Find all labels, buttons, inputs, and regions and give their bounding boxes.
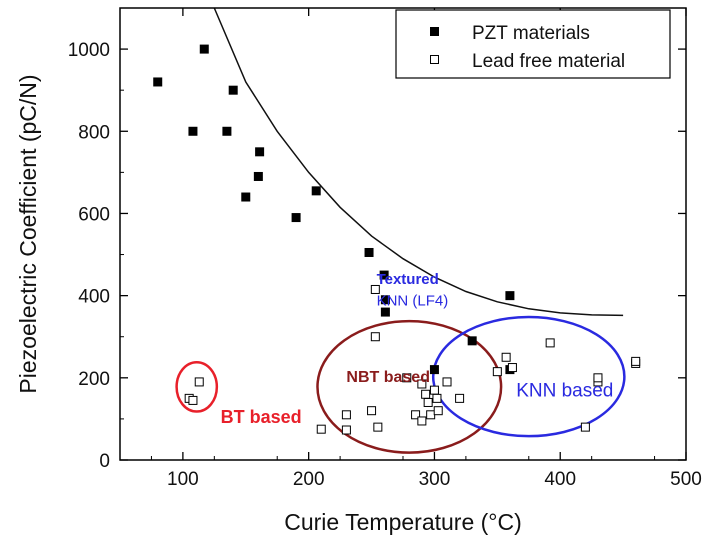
pzt-point [380,295,390,305]
annotation-label: NBT based [346,369,430,386]
lead-free-point [433,406,443,416]
lead-free-point [417,416,427,426]
annotation-label: KNN (LF4) [377,292,449,309]
pzt-point [311,186,321,196]
y-tick-label: 800 [78,122,110,143]
region-ellipse [316,319,503,454]
legend: PZT materials Lead free material [395,9,671,79]
lead-free-point [367,406,377,416]
x-axis-label: Curie Temperature (°C) [284,509,522,535]
pzt-point [188,126,198,136]
pzt-point [379,270,389,280]
lead-free-point [370,284,380,294]
pzt-point [241,192,251,202]
annotation-label: Textured [377,271,439,288]
pzt-point [199,44,209,54]
pzt-point [505,291,515,301]
lead-free-point [631,356,641,366]
pzt-point [255,147,265,157]
y-tick-label: 600 [78,204,110,225]
lead-free-point [373,422,383,432]
pzt-point [467,336,477,346]
x-tick-label: 500 [670,469,702,490]
lead-free-point [421,389,431,399]
lead-free-point [580,422,590,432]
lead-free-point [593,373,603,383]
legend-marker-open-square [430,55,439,64]
lead-free-point [423,397,433,407]
pzt-point [364,247,374,257]
lead-free-point [545,338,555,348]
lead-free-point [501,352,511,362]
lead-free-point [341,425,351,435]
lead-free-point [402,373,412,383]
region-ellipse [175,360,219,413]
pzt-point [228,85,238,95]
legend-box [395,9,671,79]
axis-ticks: 100 200 300 400 500 0 200 400 600 800 1000 [68,8,702,490]
lead-free-point [426,410,436,420]
lead-free-point [455,393,465,403]
pzt-point [291,213,301,223]
region-ellipse [431,315,626,438]
annotation-label: KNN based [516,380,613,401]
pzt-point [253,171,263,181]
legend-label-lead-free: Lead free material [472,51,625,72]
lead-free-point [411,410,421,420]
pzt-point [380,307,390,317]
x-tick-label: 200 [293,469,325,490]
pzt-point [429,365,439,375]
x-tick-label: 100 [167,469,199,490]
legend-label-pzt: PZT materials [472,23,590,44]
trend-curve [213,7,624,317]
lead-free-point [507,363,517,373]
x-tick-label: 400 [544,469,576,490]
plot-area: BT based NBT based KNN based Textured KNN (L… [153,7,641,454]
y-tick-label: 0 [99,451,110,472]
x-tick-label: 300 [419,469,451,490]
y-tick-label: 200 [78,369,110,390]
pzt-point [222,126,232,136]
y-axis-label: Piezoelectric Coefficient (pC/N) [15,74,41,393]
annotation-label: BT based [221,407,302,427]
pzt-point [153,77,163,87]
y-tick-label: 1000 [68,40,110,61]
lead-free-point [417,379,427,389]
lead-free-point [194,377,204,387]
y-tick-label: 400 [78,287,110,308]
lead-free-point [429,385,439,395]
legend-marker-filled-square [430,27,439,36]
lead-free-point [432,393,442,403]
lead-free-point [442,377,452,387]
lead-free-point [341,410,351,420]
lead-free-point [492,367,502,377]
lead-free-point [370,332,380,342]
lead-free-point [316,424,326,434]
lead-free-point [188,395,198,405]
